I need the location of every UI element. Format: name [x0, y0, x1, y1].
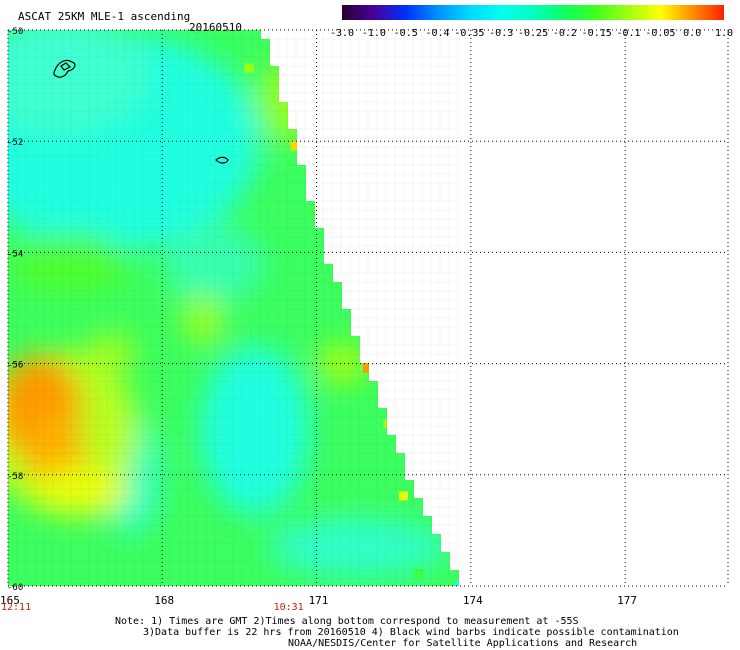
field-patch — [30, 466, 130, 517]
colorbar-label: -0.35 — [454, 28, 484, 39]
y-tick-label: -52 — [7, 138, 23, 148]
field-cell — [455, 580, 459, 586]
field-patch — [267, 517, 448, 578]
y-tick-label: -54 — [7, 249, 23, 259]
chart-title: ASCAT 25KM MLE-1 ascending — [18, 10, 190, 23]
field-cell — [244, 63, 254, 73]
colorbar-label: -1.0 — [362, 28, 386, 39]
pixel-grid-overlay — [7, 29, 460, 586]
field-patch — [163, 223, 264, 304]
colorbar-label: 1.0 — [715, 28, 733, 39]
field-cell — [362, 363, 372, 373]
time-label: 10:31 — [274, 602, 304, 613]
colorbar-label: -0.2 — [553, 28, 577, 39]
x-tick-label: 174 — [463, 594, 483, 607]
colorbar-label: -3.0 — [330, 28, 354, 39]
colorbar-label: -0.25 — [518, 28, 548, 39]
field-patch — [183, 294, 224, 345]
y-tick-label: -58 — [7, 472, 23, 482]
colorbar-label: 0.0 — [683, 28, 701, 39]
colorbar-label: -0.5 — [394, 28, 418, 39]
axes: 165 168 171 174 177 -50 -52 -54 -56 -58 -60 12:11 10… — [0, 27, 637, 613]
coastline-islands — [53, 59, 229, 164]
y-tick-label: -56 — [7, 361, 23, 371]
footnote-2: 3)Data buffer is 22 hrs from 20160510 4)… — [143, 627, 679, 638]
field-blobs — [8, 30, 448, 578]
x-tick-label: 168 — [154, 594, 174, 607]
time-label: 12:11 — [1, 602, 31, 613]
field-patch — [199, 345, 310, 516]
colorbar: -3.0 -1.0 -0.5 -0.4 -0.35 -0.3 -0.25 -0.2 -0.15-… — [330, 5, 733, 39]
colorbar-label: -0.1 — [617, 28, 641, 39]
field-cell — [311, 207, 321, 217]
scatterometer-field — [8, 30, 459, 586]
colorbar-gradient — [342, 5, 724, 20]
colorbar-label: -0.4 — [426, 28, 450, 39]
y-tick-label: -60 — [7, 583, 23, 593]
chart-date: 20160510 — [189, 21, 242, 34]
colorbar-label: -0.15 — [582, 28, 612, 39]
field-patch — [85, 332, 136, 373]
colorbar-label: -0.05 — [645, 28, 675, 39]
footnote-3: NOAA/NESDIS/Center for Satellite Applica… — [288, 638, 638, 649]
field-cell — [398, 491, 408, 501]
x-tick-label: 171 — [309, 594, 329, 607]
field-patch — [317, 343, 368, 384]
field-cell — [290, 141, 300, 151]
x-tick-label: 165 — [0, 594, 20, 607]
colorbar-label: -0.3 — [489, 28, 513, 39]
field-patch — [9, 233, 130, 294]
field-patch — [8, 30, 150, 135]
lat-lon-grid — [7, 29, 729, 587]
y-tick-label: -50 — [7, 27, 23, 37]
field-cell — [414, 569, 424, 579]
x-tick-label: 177 — [617, 594, 637, 607]
footnote-1: Note: 1) Times are GMT 2)Times along bot… — [115, 616, 579, 627]
field-cell — [383, 419, 393, 429]
